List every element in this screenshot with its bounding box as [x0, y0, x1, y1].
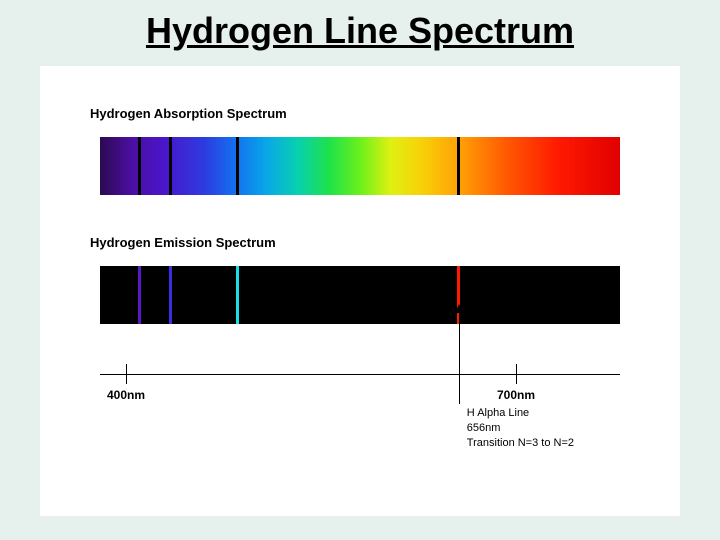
wavelength-axis: 400nm 700nm H Alpha Line656nmTransition N=…	[100, 364, 620, 454]
annotation-line: H Alpha Line	[467, 406, 574, 421]
absorption-spectrum	[100, 137, 620, 195]
absorption-line	[457, 137, 460, 195]
emission-label: Hydrogen Emission Spectrum	[90, 235, 650, 250]
absorption-line	[236, 137, 239, 195]
absorption-label: Hydrogen Absorption Spectrum	[90, 106, 650, 121]
rainbow-gradient	[100, 137, 620, 195]
axis-tick-label: 400nm	[107, 388, 145, 402]
annotation-line: Transition N=3 to N=2	[467, 436, 574, 451]
absorption-line	[138, 137, 141, 195]
h-alpha-annotation: H Alpha Line656nmTransition N=3 to N=2	[467, 406, 574, 451]
figure-panel: Hydrogen Absorption Spectrum Hydrogen Em…	[40, 66, 680, 516]
emission-line	[169, 266, 172, 324]
emission-line	[236, 266, 239, 324]
emission-background	[100, 266, 620, 324]
emission-line	[138, 266, 141, 324]
axis-tick	[516, 364, 517, 384]
axis-tick-label: 700nm	[497, 388, 535, 402]
annotation-line: 656nm	[467, 421, 574, 436]
emission-spectrum	[100, 266, 620, 324]
axis-tick	[126, 364, 127, 384]
h-alpha-arrow	[459, 312, 460, 404]
page-title: Hydrogen Line Spectrum	[0, 0, 720, 66]
axis-line	[100, 374, 620, 375]
absorption-line	[169, 137, 172, 195]
